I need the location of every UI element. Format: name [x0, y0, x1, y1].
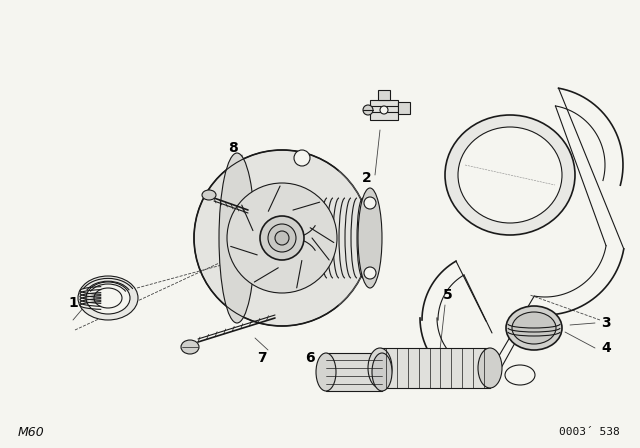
Circle shape: [294, 150, 310, 166]
Circle shape: [380, 106, 388, 114]
Ellipse shape: [94, 288, 122, 308]
Text: 3: 3: [601, 316, 611, 330]
Circle shape: [227, 183, 337, 293]
Text: 7: 7: [257, 351, 267, 365]
Polygon shape: [380, 348, 490, 388]
Text: 4: 4: [601, 341, 611, 355]
Text: 6: 6: [305, 351, 315, 365]
Ellipse shape: [181, 340, 199, 354]
Text: 2: 2: [362, 171, 372, 185]
Ellipse shape: [478, 348, 502, 388]
Circle shape: [260, 216, 304, 260]
Ellipse shape: [316, 353, 336, 391]
Ellipse shape: [506, 306, 562, 350]
Ellipse shape: [458, 127, 562, 223]
Circle shape: [275, 231, 289, 245]
Polygon shape: [378, 90, 390, 100]
Ellipse shape: [86, 282, 130, 314]
Circle shape: [364, 267, 376, 279]
Text: M60: M60: [18, 426, 45, 439]
Text: 0003´ 538: 0003´ 538: [559, 427, 620, 437]
Ellipse shape: [445, 115, 575, 235]
Ellipse shape: [512, 312, 556, 344]
Circle shape: [194, 150, 370, 326]
Ellipse shape: [368, 348, 392, 388]
Ellipse shape: [78, 276, 138, 320]
Ellipse shape: [202, 190, 216, 200]
Polygon shape: [398, 102, 410, 114]
Ellipse shape: [219, 153, 255, 323]
Ellipse shape: [372, 353, 392, 391]
Text: 1: 1: [68, 296, 78, 310]
Circle shape: [364, 197, 376, 209]
Circle shape: [363, 105, 373, 115]
Text: 5: 5: [443, 288, 453, 302]
Circle shape: [268, 224, 296, 252]
Ellipse shape: [358, 188, 382, 288]
Polygon shape: [370, 100, 398, 120]
Text: 8: 8: [228, 141, 238, 155]
Polygon shape: [326, 353, 382, 391]
